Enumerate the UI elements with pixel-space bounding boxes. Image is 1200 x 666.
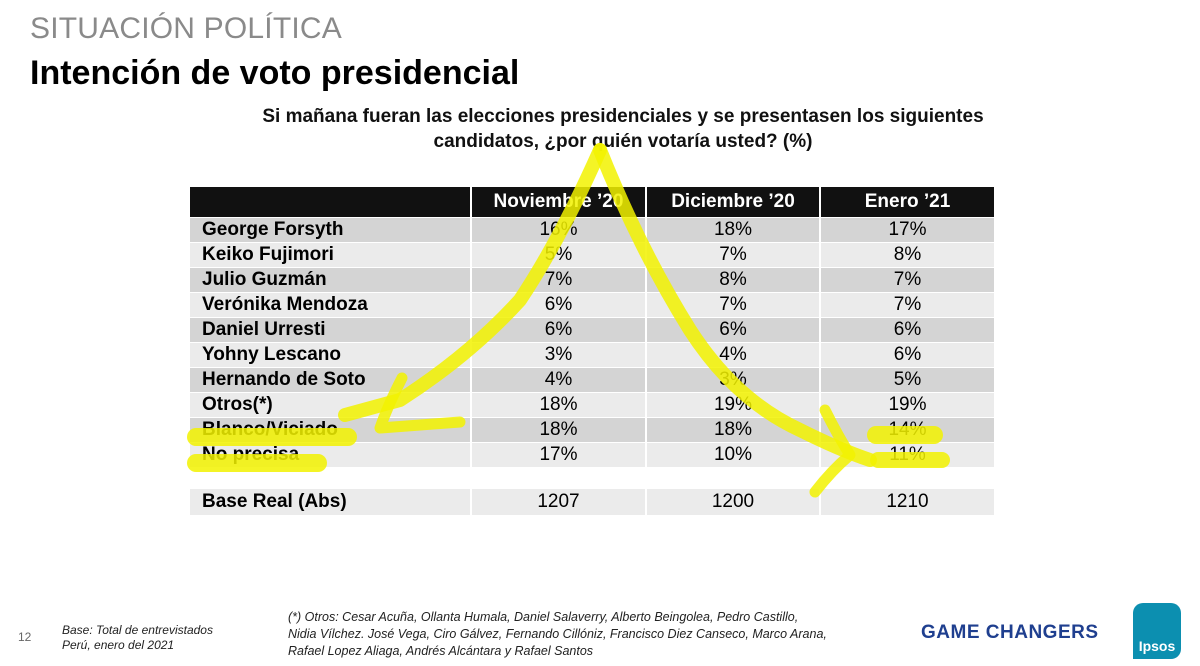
value-cell: 14%: [819, 417, 994, 442]
value-cell: 6%: [819, 317, 994, 342]
ipsos-logo: Ipsos: [1133, 603, 1181, 659]
game-changers-brand: GAME CHANGERS: [921, 622, 1099, 643]
value-cell: 8%: [645, 267, 819, 292]
value-cell: 5%: [819, 367, 994, 392]
row-label: Hernando de Soto: [190, 367, 470, 392]
row-label: Julio Guzmán: [190, 267, 470, 292]
header-cell-december: Diciembre ’20: [645, 187, 819, 217]
value-cell: 10%: [645, 442, 819, 467]
base-row: Base Real (Abs) 1207 1200 1210: [190, 488, 994, 515]
value-cell: 4%: [470, 367, 645, 392]
value-cell: 18%: [470, 392, 645, 417]
row-label: Yohny Lescano: [190, 342, 470, 367]
section-title: SITUACIÓN POLÍTICA: [30, 12, 342, 45]
base-value: 1200: [645, 488, 819, 515]
value-cell: 16%: [470, 217, 645, 242]
value-cell: 6%: [645, 317, 819, 342]
value-cell: 7%: [470, 267, 645, 292]
value-cell: 7%: [819, 292, 994, 317]
value-cell: 18%: [645, 417, 819, 442]
value-cell: 17%: [470, 442, 645, 467]
table-row: Otros(*) 18% 19% 19%: [190, 392, 994, 417]
table-row: Blanco/Viciado 18% 18% 14%: [190, 417, 994, 442]
base-note: Base: Total de entrevistados Perú, enero…: [62, 623, 213, 653]
value-cell: 18%: [645, 217, 819, 242]
value-cell: 7%: [645, 242, 819, 267]
table-row: Julio Guzmán 7% 8% 7%: [190, 267, 994, 292]
base-note-line-1: Base: Total de entrevistados: [62, 623, 213, 637]
table-row: Daniel Urresti 6% 6% 6%: [190, 317, 994, 342]
table-row: Verónika Mendoza 6% 7% 7%: [190, 292, 994, 317]
value-cell: 4%: [645, 342, 819, 367]
header-cell-november: Noviembre ’20: [470, 187, 645, 217]
value-cell: 8%: [819, 242, 994, 267]
value-cell: 6%: [470, 292, 645, 317]
value-cell: 6%: [819, 342, 994, 367]
value-cell: 17%: [819, 217, 994, 242]
row-label: Verónika Mendoza: [190, 292, 470, 317]
value-cell: 18%: [470, 417, 645, 442]
header-cell-january: Enero ’21: [819, 187, 994, 217]
value-cell: 7%: [819, 267, 994, 292]
row-label: Otros(*): [190, 392, 470, 417]
table-row: Yohny Lescano 3% 4% 6%: [190, 342, 994, 367]
value-cell: 11%: [819, 442, 994, 467]
table-row: Hernando de Soto 4% 3% 5%: [190, 367, 994, 392]
base-label: Base Real (Abs): [190, 488, 470, 515]
base-value: 1207: [470, 488, 645, 515]
survey-question: Si mañana fueran las elecciones presiden…: [190, 104, 1056, 154]
value-cell: 7%: [645, 292, 819, 317]
row-label: Daniel Urresti: [190, 317, 470, 342]
value-cell: 6%: [470, 317, 645, 342]
question-line-2: candidatos, ¿por quién votaría usted? (%…: [433, 131, 813, 152]
ipsos-logo-text: Ipsos: [1138, 638, 1176, 654]
value-cell: 19%: [819, 392, 994, 417]
table-row: No precisa 17% 10% 11%: [190, 442, 994, 467]
table-spacer: [190, 467, 994, 488]
value-cell: 5%: [470, 242, 645, 267]
row-label: No precisa: [190, 442, 470, 467]
question-line-1: Si mañana fueran las elecciones presiden…: [262, 106, 984, 127]
table-header-row: Noviembre ’20 Diciembre ’20 Enero ’21: [190, 187, 994, 217]
page-title: Intención de voto presidencial: [30, 54, 520, 92]
row-label: Blanco/Viciado: [190, 417, 470, 442]
base-note-line-2: Perú, enero del 2021: [62, 638, 175, 652]
row-label: George Forsyth: [190, 217, 470, 242]
others-footnote: (*) Otros: Cesar Acuña, Ollanta Humala, …: [288, 610, 827, 658]
header-cell-blank: [190, 187, 470, 217]
table-row: Keiko Fujimori 5% 7% 8%: [190, 242, 994, 267]
vote-intention-table: Noviembre ’20 Diciembre ’20 Enero ’21 Ge…: [190, 187, 994, 515]
value-cell: 3%: [645, 367, 819, 392]
value-cell: 3%: [470, 342, 645, 367]
page-number: 12: [18, 630, 32, 644]
row-label: Keiko Fujimori: [190, 242, 470, 267]
table-row: George Forsyth 16% 18% 17%: [190, 217, 994, 242]
value-cell: 19%: [645, 392, 819, 417]
base-value: 1210: [819, 488, 994, 515]
